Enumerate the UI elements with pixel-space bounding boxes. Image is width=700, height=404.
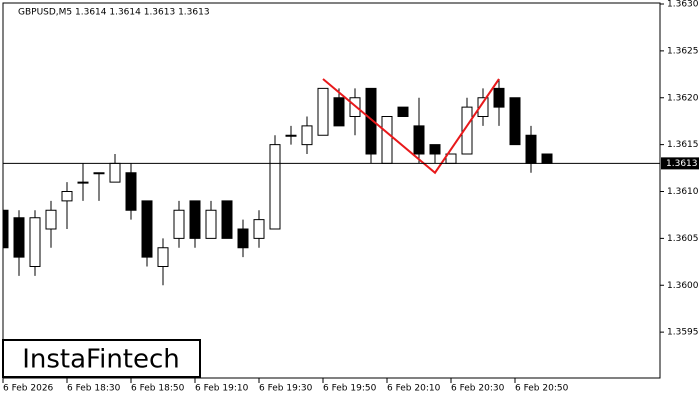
candle-body <box>109 162 121 183</box>
x-tick-label: 6 Feb 20:10 <box>387 384 441 394</box>
candle-body <box>509 97 521 146</box>
candle-body <box>93 172 105 175</box>
logo-box <box>2 339 201 378</box>
candle-body <box>365 87 377 155</box>
candle-body <box>349 97 361 117</box>
plot-frame <box>2 2 661 379</box>
candle-body <box>221 200 233 239</box>
y-tick-label: 1.3620 <box>667 93 699 103</box>
x-tick-label: 6 Feb 19:30 <box>259 384 313 394</box>
chart-title: GBPUSD,M5 1.3614 1.3614 1.3613 1.3613 <box>18 8 210 18</box>
candle-body <box>541 153 553 164</box>
y-tick-label: 1.3610 <box>667 187 699 197</box>
candle-body <box>157 247 169 267</box>
x-tick-label: 6 Feb 2026 <box>3 384 54 394</box>
candle-body <box>141 200 153 258</box>
x-tick-label: 6 Feb 20:50 <box>515 384 569 394</box>
candle-body <box>13 217 25 258</box>
candle-body <box>477 97 489 117</box>
candle-body <box>301 125 313 146</box>
y-tick-label: 1.3600 <box>667 281 699 291</box>
candle-body <box>317 87 329 136</box>
x-tick-label: 6 Feb 18:30 <box>67 384 121 394</box>
x-tick-label: 6 Feb 19:50 <box>323 384 377 394</box>
candle-body <box>429 144 441 155</box>
candle-body <box>61 191 73 202</box>
candle-body <box>125 172 137 211</box>
logo: InstaFintech <box>22 345 180 375</box>
y-tick-label: 1.3625 <box>667 46 699 56</box>
candle-body <box>173 209 185 239</box>
x-tick-label: 6 Feb 19:10 <box>195 384 249 394</box>
candle-body <box>269 144 281 230</box>
candle-body <box>397 106 409 117</box>
current-price-box <box>661 157 699 170</box>
candle-body <box>45 209 57 230</box>
candle-body <box>333 97 345 127</box>
x-tick-label: 6 Feb 20:30 <box>451 384 505 394</box>
y-tick-label: 1.3615 <box>667 140 699 150</box>
x-tick-label: 6 Feb 18:50 <box>131 384 185 394</box>
candle-body <box>493 87 505 108</box>
candle-body <box>3 209 9 249</box>
candle-body <box>77 181 89 184</box>
candle-body <box>413 125 425 155</box>
y-tick-label: 1.3630 <box>667 0 699 10</box>
pattern-line <box>322 78 500 175</box>
plot-area <box>3 78 553 286</box>
candle-body <box>285 134 297 137</box>
candle-body <box>205 209 217 239</box>
candle-body <box>237 228 249 249</box>
current-price-label: 1.3613 <box>666 159 698 169</box>
y-tick-label: 1.3595 <box>667 328 699 338</box>
candle-body <box>381 116 393 164</box>
candle-body <box>189 200 201 239</box>
candle-body <box>461 106 473 155</box>
candle-body <box>253 219 265 239</box>
candle-body <box>525 134 537 164</box>
y-tick-label: 1.3605 <box>667 234 699 244</box>
candle-body <box>29 217 41 267</box>
